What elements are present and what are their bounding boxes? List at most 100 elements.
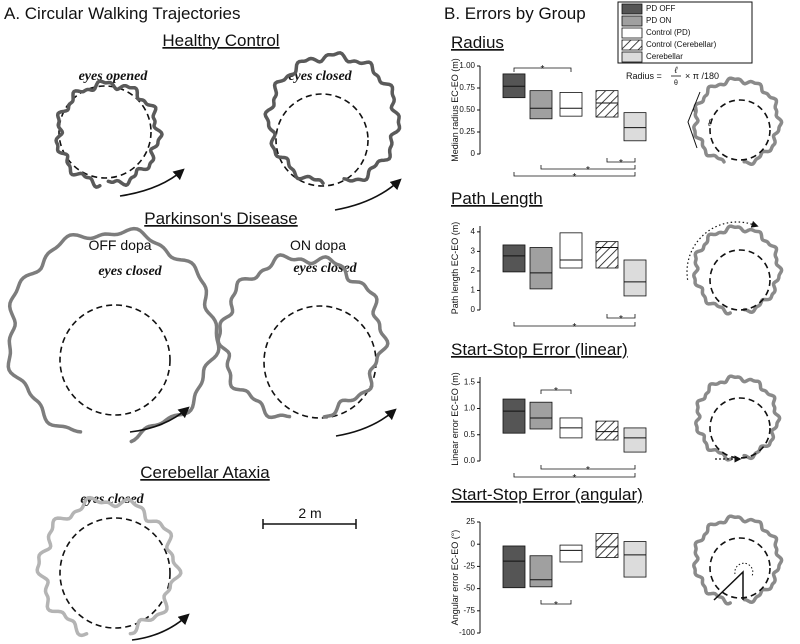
condition-label: eyes opened bbox=[79, 69, 149, 84]
box bbox=[529, 247, 553, 290]
schematic-angle-arc bbox=[734, 562, 754, 577]
significance-marker: * bbox=[554, 600, 558, 611]
significance-bracket bbox=[540, 389, 572, 394]
significance-bracket bbox=[606, 314, 636, 319]
chart-title: Path Length bbox=[451, 189, 543, 208]
box bbox=[623, 427, 647, 453]
trajectory bbox=[35, 495, 183, 638]
y-tick-label: 0.50 bbox=[459, 105, 475, 114]
significance-bracket bbox=[540, 600, 572, 605]
condition-label: eyes closed bbox=[293, 261, 357, 276]
schematic-angle bbox=[713, 570, 744, 601]
significance-bracket bbox=[513, 172, 636, 177]
y-tick-label: 0.25 bbox=[459, 127, 475, 136]
trajectory bbox=[263, 51, 402, 185]
significance-marker: * bbox=[619, 158, 623, 169]
y-tick-label: 25 bbox=[466, 517, 475, 526]
panel-b-title: B. Errors by Group bbox=[444, 4, 586, 23]
y-axis-label: Angular error EC-EO (°) bbox=[450, 530, 460, 626]
y-tick-label: -50 bbox=[463, 584, 475, 593]
y-tick-label: -100 bbox=[459, 628, 476, 637]
legend-label: Cerebellar bbox=[646, 52, 683, 61]
schematic-circle bbox=[709, 249, 771, 311]
panel-a-title: A. Circular Walking Trajectories bbox=[4, 4, 241, 23]
formula-text: θ bbox=[674, 80, 678, 87]
schematic-arc bbox=[686, 220, 759, 280]
cerebellar-title: Cerebellar Ataxia bbox=[140, 463, 270, 482]
box bbox=[502, 545, 526, 589]
box bbox=[559, 544, 583, 563]
y-tick-label: 1 bbox=[471, 286, 476, 295]
chart-title: Radius bbox=[451, 33, 504, 52]
y-tick-label: 0 bbox=[471, 149, 476, 158]
significance-marker: * bbox=[586, 465, 590, 476]
direction-arrow bbox=[334, 178, 402, 211]
significance-marker: * bbox=[541, 64, 545, 75]
dopa-label: OFF dopa bbox=[88, 237, 151, 253]
condition-label: eyes closed bbox=[80, 492, 144, 507]
significance-marker: * bbox=[573, 473, 577, 484]
scale-bar bbox=[262, 519, 357, 529]
box bbox=[502, 244, 526, 273]
y-tick-label: 0.5 bbox=[464, 430, 476, 439]
legend-swatch bbox=[621, 15, 643, 27]
schematic-path bbox=[692, 514, 784, 606]
y-tick-label: -25 bbox=[463, 562, 475, 571]
direction-arrow bbox=[119, 168, 185, 197]
y-axis-label: Path length EC-EO (m) bbox=[450, 222, 460, 315]
target-circle bbox=[59, 517, 171, 629]
schematic-circle bbox=[709, 537, 771, 599]
trajectory bbox=[216, 253, 390, 420]
y-tick-label: 4 bbox=[471, 227, 476, 236]
box bbox=[595, 420, 619, 441]
target-circle bbox=[263, 305, 377, 419]
formula-text: Radius = bbox=[626, 71, 662, 81]
formula-text: × π /180 bbox=[685, 71, 719, 81]
legend-label: Control (Cerebellar) bbox=[646, 40, 717, 49]
schematic-angle bbox=[687, 91, 701, 149]
box bbox=[529, 555, 553, 588]
significance-marker: * bbox=[573, 172, 577, 183]
target-circle bbox=[275, 93, 369, 187]
significance-bracket bbox=[540, 465, 636, 470]
legend-swatch bbox=[621, 3, 643, 15]
chart-title: Start-Stop Error (angular) bbox=[451, 485, 643, 504]
legend-swatch bbox=[621, 27, 643, 39]
box bbox=[559, 92, 583, 117]
y-tick-label: 3 bbox=[471, 247, 476, 256]
schematic-circle bbox=[709, 397, 771, 459]
direction-arrow bbox=[129, 406, 190, 433]
formula-text: ℓ bbox=[674, 65, 678, 75]
dopa-label: ON dopa bbox=[290, 237, 346, 253]
target-circle bbox=[59, 304, 171, 416]
legend-label: PD OFF bbox=[646, 4, 675, 13]
y-tick-label: 0.75 bbox=[459, 83, 475, 92]
box bbox=[623, 259, 647, 297]
y-tick-label: 1.5 bbox=[464, 377, 476, 386]
y-tick-label: 0 bbox=[471, 539, 476, 548]
legend-label: Control (PD) bbox=[646, 28, 691, 37]
schematics: θ ℓ bbox=[686, 76, 784, 606]
box bbox=[529, 90, 553, 120]
trajectory bbox=[54, 79, 164, 189]
condition-label: eyes closed bbox=[288, 69, 352, 84]
legend-swatch bbox=[621, 39, 643, 51]
y-tick-label: 0.0 bbox=[464, 456, 476, 465]
chart-title: Start-Stop Error (linear) bbox=[451, 340, 628, 359]
radius-formula: Radius = ℓ θ × π /180 bbox=[626, 65, 719, 87]
box bbox=[623, 541, 647, 578]
y-axis-label: Median radius EC-EO (m) bbox=[450, 58, 460, 162]
schematic-label: ℓ bbox=[707, 118, 712, 129]
significance-marker: * bbox=[586, 165, 590, 176]
significance-bracket bbox=[606, 158, 636, 163]
healthy-title: Healthy Control bbox=[162, 31, 279, 50]
schematic-path bbox=[692, 224, 784, 316]
y-tick-label: 1.0 bbox=[464, 404, 476, 413]
schematic-path bbox=[692, 76, 784, 167]
significance-bracket bbox=[513, 67, 572, 72]
y-tick-label: -75 bbox=[463, 606, 475, 615]
direction-arrow bbox=[335, 408, 397, 437]
box bbox=[595, 533, 619, 558]
